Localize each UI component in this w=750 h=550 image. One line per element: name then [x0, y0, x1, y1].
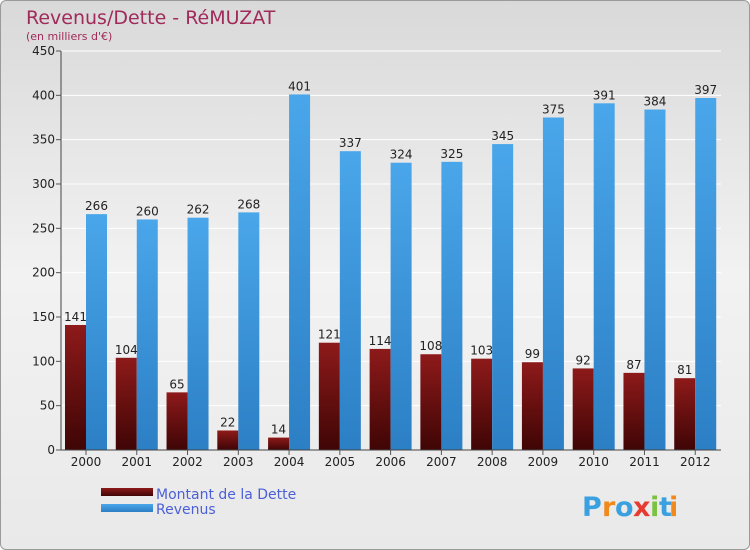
- logo-letter: o: [615, 492, 634, 523]
- logo-letter: i: [650, 492, 659, 523]
- value-label: 384: [644, 95, 667, 109]
- bar-dette: [623, 372, 645, 450]
- value-label: 121: [318, 328, 341, 342]
- bar-dette: [572, 368, 594, 450]
- legend-label-debt: Montant de la Dette: [156, 487, 296, 503]
- y-tick-label: 150: [32, 310, 55, 324]
- bar-revenus: [390, 162, 412, 450]
- logo-letter: r: [602, 492, 616, 523]
- bar-dette: [369, 348, 391, 450]
- value-label: 114: [369, 334, 392, 348]
- x-tick-label: 2012: [680, 455, 711, 469]
- bar-revenus: [593, 103, 615, 451]
- value-label: 141: [64, 310, 87, 324]
- logo-letter: t: [659, 492, 672, 523]
- legend-swatch-revenus: [101, 504, 153, 512]
- x-tick-label: 2001: [121, 455, 152, 469]
- x-tick-label: 2007: [426, 455, 457, 469]
- bar-revenus: [441, 161, 463, 451]
- value-label: 345: [491, 129, 514, 143]
- value-label: 266: [85, 199, 108, 213]
- chart-subtitle: (en milliers d'€): [26, 30, 112, 43]
- value-label: 108: [419, 339, 442, 353]
- bar-revenus: [492, 144, 514, 450]
- x-tick-label: 2006: [375, 455, 406, 469]
- x-tick-label: 2005: [325, 455, 356, 469]
- value-label: 324: [390, 148, 413, 162]
- x-tick-label: 2010: [578, 455, 609, 469]
- y-tick-label: 200: [32, 266, 55, 280]
- value-label: 92: [576, 353, 591, 367]
- legend: Montant de la Dette Revenus: [101, 487, 296, 518]
- value-label: 99: [525, 347, 540, 361]
- bars: [65, 94, 717, 451]
- x-tick-label: 2002: [172, 455, 203, 469]
- chart-title: Revenus/Dette - RéMUZAT: [26, 7, 276, 29]
- legend-label-revenus: Revenus: [156, 502, 216, 518]
- x-tick-label: 2003: [223, 455, 254, 469]
- legend-swatch-debt: [101, 488, 153, 496]
- y-tick-label: 400: [32, 88, 55, 102]
- y-tick-label: 350: [32, 133, 55, 147]
- value-label: 391: [593, 88, 616, 102]
- value-label: 81: [677, 363, 692, 377]
- y-tick-label: 50: [40, 399, 55, 413]
- axes: 0 50 100 150 200 250 300 350 400 450 2000 2001 2002 2…: [32, 44, 721, 469]
- bar-dette: [521, 362, 543, 450]
- x-tick-label: 2004: [274, 455, 305, 469]
- value-label: 375: [542, 103, 565, 117]
- bar-revenus: [187, 217, 209, 450]
- bar-revenus: [136, 219, 158, 450]
- value-label: 104: [115, 343, 138, 357]
- logo-letter: x: [633, 492, 650, 523]
- value-label: 325: [440, 147, 463, 161]
- value-label: 65: [169, 377, 184, 391]
- bar-revenus: [86, 214, 107, 450]
- bar-revenus: [339, 151, 361, 450]
- x-tick-label: 2009: [528, 455, 559, 469]
- value-label: 14: [271, 423, 286, 437]
- value-label: 397: [694, 83, 717, 97]
- y-tick-label: 300: [32, 177, 55, 191]
- bar-dette: [674, 378, 696, 450]
- bar-dette: [166, 392, 188, 450]
- value-label: 262: [187, 203, 210, 217]
- value-label: 260: [136, 204, 159, 218]
- bar-dette: [420, 354, 442, 450]
- value-label: 268: [237, 197, 260, 211]
- y-tick-label: 450: [32, 44, 55, 58]
- bar-dette: [115, 357, 137, 450]
- x-tick-label: 2000: [71, 455, 102, 469]
- y-tick-label: 250: [32, 221, 55, 235]
- bar-revenus: [238, 212, 260, 450]
- bar-dette: [65, 324, 86, 450]
- bar-revenus: [542, 117, 564, 450]
- value-label: 401: [288, 79, 311, 93]
- logo-letter: P: [582, 492, 602, 523]
- value-label: 22: [220, 415, 235, 429]
- bar-dette: [318, 342, 340, 450]
- bar-revenus: [695, 97, 717, 450]
- bar-dette: [217, 430, 239, 450]
- bar-revenus: [644, 109, 666, 451]
- x-tick-label: 2011: [629, 455, 660, 469]
- y-tick-label: 100: [32, 354, 55, 368]
- y-tick-label: 0: [47, 443, 55, 457]
- bar-dette: [268, 437, 290, 450]
- value-label: 87: [626, 358, 641, 372]
- bar-dette: [471, 358, 493, 450]
- logo-letter: i: [669, 492, 678, 523]
- x-tick-label: 2008: [477, 455, 508, 469]
- value-label: 337: [339, 136, 362, 150]
- bar-revenus: [289, 94, 311, 451]
- value-labels: 141 266 104 260 65 262 22 268 14 401 121 337 114 324 1…: [64, 79, 717, 436]
- value-label: 103: [470, 344, 493, 358]
